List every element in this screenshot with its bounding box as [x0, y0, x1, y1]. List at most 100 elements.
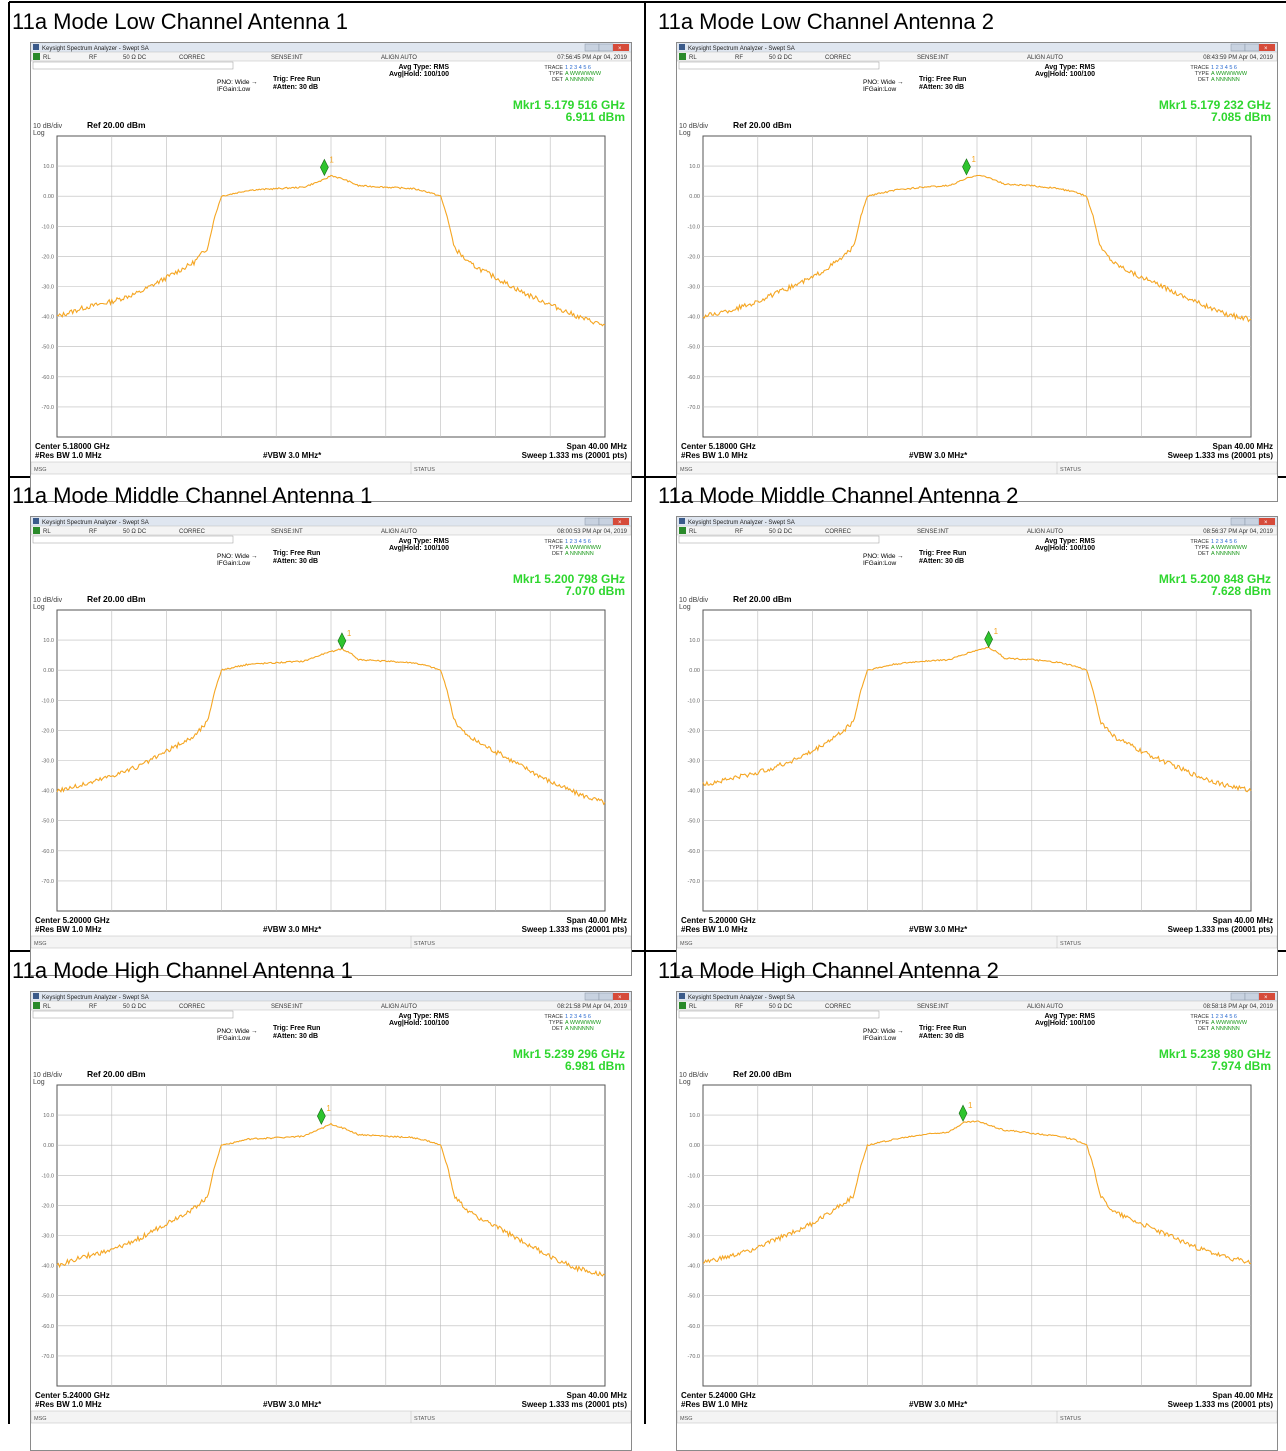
ref-level: Ref 20.00 dBm	[87, 594, 146, 604]
maximize-button[interactable]	[1244, 43, 1260, 52]
vbw: #VBW 3.0 MHz*	[263, 925, 322, 934]
window-titlebar	[677, 517, 1277, 526]
y-tick-label: -50.0	[687, 819, 700, 825]
marker-diamond-icon	[984, 630, 993, 648]
avg-hold: Avg|Hold: 100/100	[1035, 1020, 1095, 1027]
message-bar	[31, 935, 631, 949]
scale-label: 10 dB/div	[33, 123, 63, 130]
trig-label: Trig: Free Run	[273, 550, 320, 557]
close-button[interactable]	[1259, 993, 1275, 1000]
scale-label: 10 dB/div	[679, 597, 709, 604]
y-tick-label: -60.0	[687, 1324, 700, 1330]
command-input[interactable]	[678, 61, 880, 70]
maximize-button[interactable]	[598, 43, 614, 52]
close-icon: ×	[1264, 995, 1268, 1001]
arrow-icon: →	[897, 79, 904, 86]
det-label: DET	[1198, 1026, 1210, 1032]
maximize-button[interactable]	[1244, 992, 1260, 1001]
avg-hold: Avg|Hold: 100/100	[1035, 545, 1095, 552]
command-input[interactable]	[32, 1010, 234, 1019]
panel-title: 11a Mode High Channel Antenna 2	[658, 958, 999, 983]
msg-label: MSG	[34, 1416, 47, 1422]
type-label: TYPE	[1195, 1020, 1210, 1026]
close-button[interactable]	[1259, 518, 1275, 525]
correc-label: CORREC	[825, 529, 852, 535]
close-button[interactable]	[613, 518, 629, 525]
minimize-button[interactable]	[1230, 43, 1246, 52]
scale-label: 10 dB/div	[33, 1072, 63, 1079]
msg-label: MSG	[680, 1416, 693, 1422]
command-input[interactable]	[678, 1010, 880, 1019]
close-button[interactable]	[613, 993, 629, 1000]
y-tick-label: -20.0	[41, 254, 54, 260]
ifgain-label: IFGain:Low	[217, 86, 251, 93]
window-titlebar	[677, 43, 1277, 52]
timestamp: 08:58:18 PM Apr 04, 2019	[1203, 1004, 1273, 1010]
avg-type: Avg Type: RMS	[1044, 64, 1095, 71]
maximize-button[interactable]	[598, 517, 614, 526]
message-bar	[677, 461, 1277, 475]
center-frequency: Center 5.24000 GHz	[35, 1391, 110, 1400]
res-bw: #Res BW 1.0 MHz	[35, 1400, 102, 1409]
marker-level: 7.085 dBm	[1211, 110, 1271, 124]
scale-label: 10 dB/div	[679, 1072, 709, 1079]
marker-level: 6.981 dBm	[565, 1059, 625, 1073]
center-frequency: Center 5.18000 GHz	[681, 442, 756, 451]
avg-type: Avg Type: RMS	[1044, 538, 1095, 545]
log-label: Log	[679, 130, 691, 137]
minimize-button[interactable]	[1230, 992, 1246, 1001]
align-label: ALIGN AUTO	[1027, 55, 1063, 61]
y-tick-label: 0.00	[43, 668, 54, 674]
panel-title: 11a Mode Low Channel Antenna 1	[12, 9, 348, 34]
maximize-button[interactable]	[1244, 517, 1260, 526]
ref-level: Ref 20.00 dBm	[733, 594, 792, 604]
log-label: Log	[679, 1079, 691, 1086]
rl-label: RL	[689, 1004, 697, 1010]
vbw: #VBW 3.0 MHz*	[909, 925, 968, 934]
minimize-button[interactable]	[1230, 517, 1246, 526]
y-tick-label: -50.0	[687, 345, 700, 351]
center-frequency: Center 5.20000 GHz	[681, 916, 756, 925]
command-input[interactable]	[32, 535, 234, 544]
marker-level: 6.911 dBm	[566, 110, 625, 124]
pno-label: PNO: Wide	[217, 553, 250, 560]
spectrum-analyzer-window: Keysight Spectrum Analyzer - Swept SA × RL…	[676, 42, 1278, 502]
command-input[interactable]	[678, 535, 880, 544]
y-tick-label: 10.0	[43, 638, 54, 644]
status-label: STATUS	[414, 467, 435, 473]
y-tick-label: -60.0	[41, 1324, 54, 1330]
det-label: DET	[1198, 551, 1210, 557]
close-button[interactable]	[613, 44, 629, 51]
message-bar	[31, 1410, 631, 1424]
ifgain-label: IFGain:Low	[863, 86, 897, 93]
sweep: Sweep 1.333 ms (20001 pts)	[522, 451, 628, 460]
log-label: Log	[33, 130, 45, 137]
type-label: TYPE	[1195, 71, 1210, 77]
spectrum-svg: Keysight Spectrum Analyzer - Swept SA × RL…	[677, 992, 1277, 1424]
type-label: TYPE	[549, 1020, 564, 1026]
y-tick-label: -20.0	[41, 728, 54, 734]
rf-label: RF	[89, 55, 97, 61]
correc-label: CORREC	[179, 1004, 206, 1010]
minimize-button[interactable]	[584, 43, 600, 52]
msg-label: MSG	[34, 467, 47, 473]
window-titlebar	[31, 43, 631, 52]
center-frequency: Center 5.18000 GHz	[35, 442, 110, 451]
marker-level: 7.628 dBm	[1211, 584, 1271, 598]
spectrum-svg: Keysight Spectrum Analyzer - Swept SA × RL…	[31, 517, 631, 949]
marker-diamond-icon	[320, 158, 329, 177]
span: Span 40.00 MHz	[1213, 442, 1273, 451]
maximize-button[interactable]	[598, 992, 614, 1001]
y-tick-label: -70.0	[41, 879, 54, 885]
minimize-button[interactable]	[584, 992, 600, 1001]
close-button[interactable]	[1259, 44, 1275, 51]
minimize-button[interactable]	[584, 517, 600, 526]
command-input[interactable]	[32, 61, 234, 70]
status-row	[677, 525, 1277, 536]
marker-number: 1	[329, 155, 334, 164]
trace-label: TRACE	[544, 1014, 563, 1020]
spectrum-analyzer-window: Keysight Spectrum Analyzer - Swept SA × RL…	[30, 42, 632, 502]
trace-values: 1 2 3 4 5 6	[1211, 539, 1237, 545]
window-title: Keysight Spectrum Analyzer - Swept SA	[42, 46, 149, 52]
rl-label: RL	[43, 1004, 51, 1010]
